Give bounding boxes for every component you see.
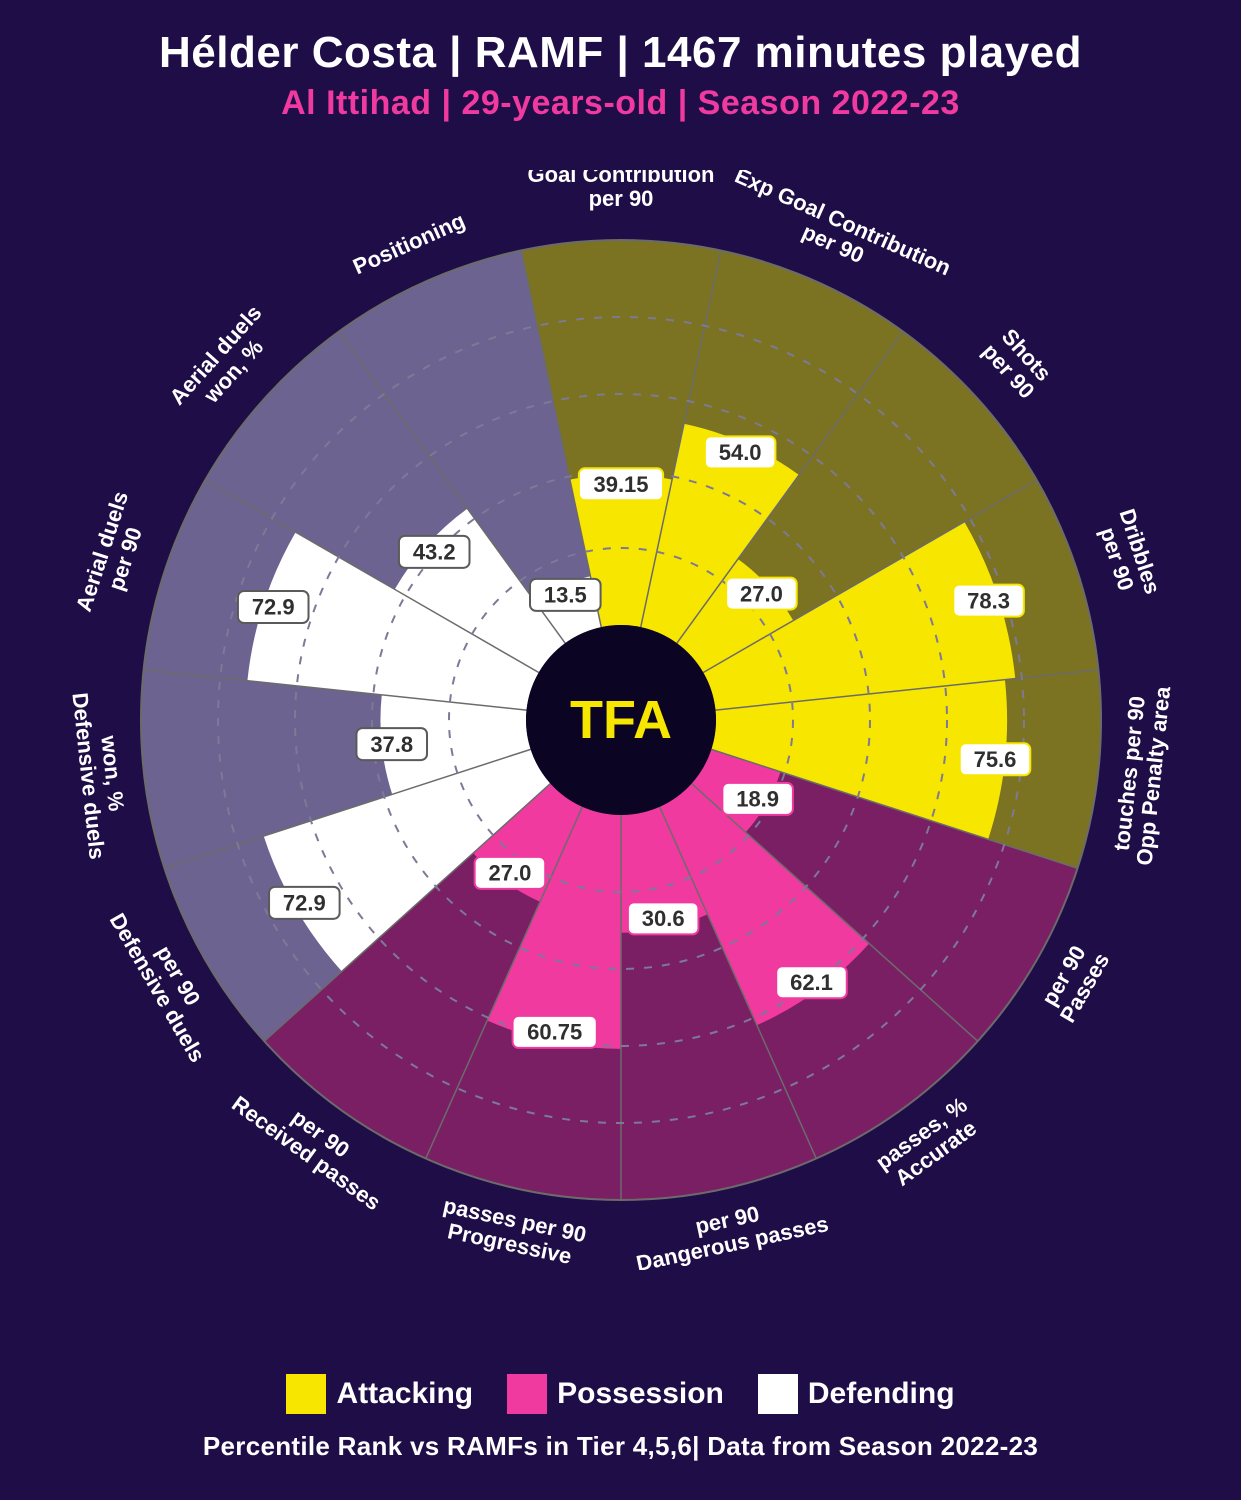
page-subtitle: Al Ittihad | 29-years-old | Season 2022-… (0, 84, 1241, 123)
legend-label-attacking: Attacking (336, 1377, 473, 1411)
svg-text:30.6: 30.6 (641, 906, 684, 931)
radar-chart: TFA 39.15 54.0 27.0 78.3 75.6 18.9 62.1 30.6 60.7… (71, 170, 1171, 1270)
legend-item-possession: Possession (507, 1374, 724, 1414)
footnote: Percentile Rank vs RAMFs in Tier 4,5,6| … (0, 1431, 1241, 1462)
svg-text:Goal Contribution: Goal Contribution (527, 170, 714, 187)
page-root: Hélder Costa | RAMF | 1467 minutes playe… (0, 0, 1241, 1500)
svg-text:62.1: 62.1 (790, 970, 833, 995)
svg-text:75.6: 75.6 (973, 747, 1016, 772)
legend-swatch-possession (507, 1374, 547, 1414)
svg-text:37.8: 37.8 (370, 732, 413, 757)
svg-text:13.5: 13.5 (543, 583, 586, 608)
legend-label-possession: Possession (557, 1377, 724, 1411)
legend-item-attacking: Attacking (286, 1374, 473, 1414)
svg-text:27.0: 27.0 (740, 581, 783, 606)
svg-text:39.15: 39.15 (593, 472, 648, 497)
page-title: Hélder Costa | RAMF | 1467 minutes playe… (0, 0, 1241, 78)
svg-text:78.3: 78.3 (967, 588, 1010, 613)
svg-text:60.75: 60.75 (527, 1020, 582, 1045)
svg-text:72.9: 72.9 (282, 891, 325, 916)
svg-text:43.2: 43.2 (412, 540, 455, 565)
legend: Attacking Possession Defending (0, 1374, 1241, 1414)
legend-label-defending: Defending (808, 1377, 955, 1411)
svg-text:27.0: 27.0 (488, 861, 531, 886)
svg-text:72.9: 72.9 (251, 595, 294, 620)
svg-text:18.9: 18.9 (736, 787, 779, 812)
svg-text:Positioning: Positioning (349, 208, 469, 280)
legend-swatch-defending (758, 1374, 798, 1414)
radar-chart-svg: TFA 39.15 54.0 27.0 78.3 75.6 18.9 62.1 30.6 60.7… (71, 170, 1171, 1270)
legend-item-defending: Defending (758, 1374, 955, 1414)
svg-text:TFA: TFA (570, 690, 672, 750)
svg-text:54.0: 54.0 (718, 440, 761, 465)
svg-text:per 90: per 90 (588, 186, 653, 211)
legend-swatch-attacking (286, 1374, 326, 1414)
